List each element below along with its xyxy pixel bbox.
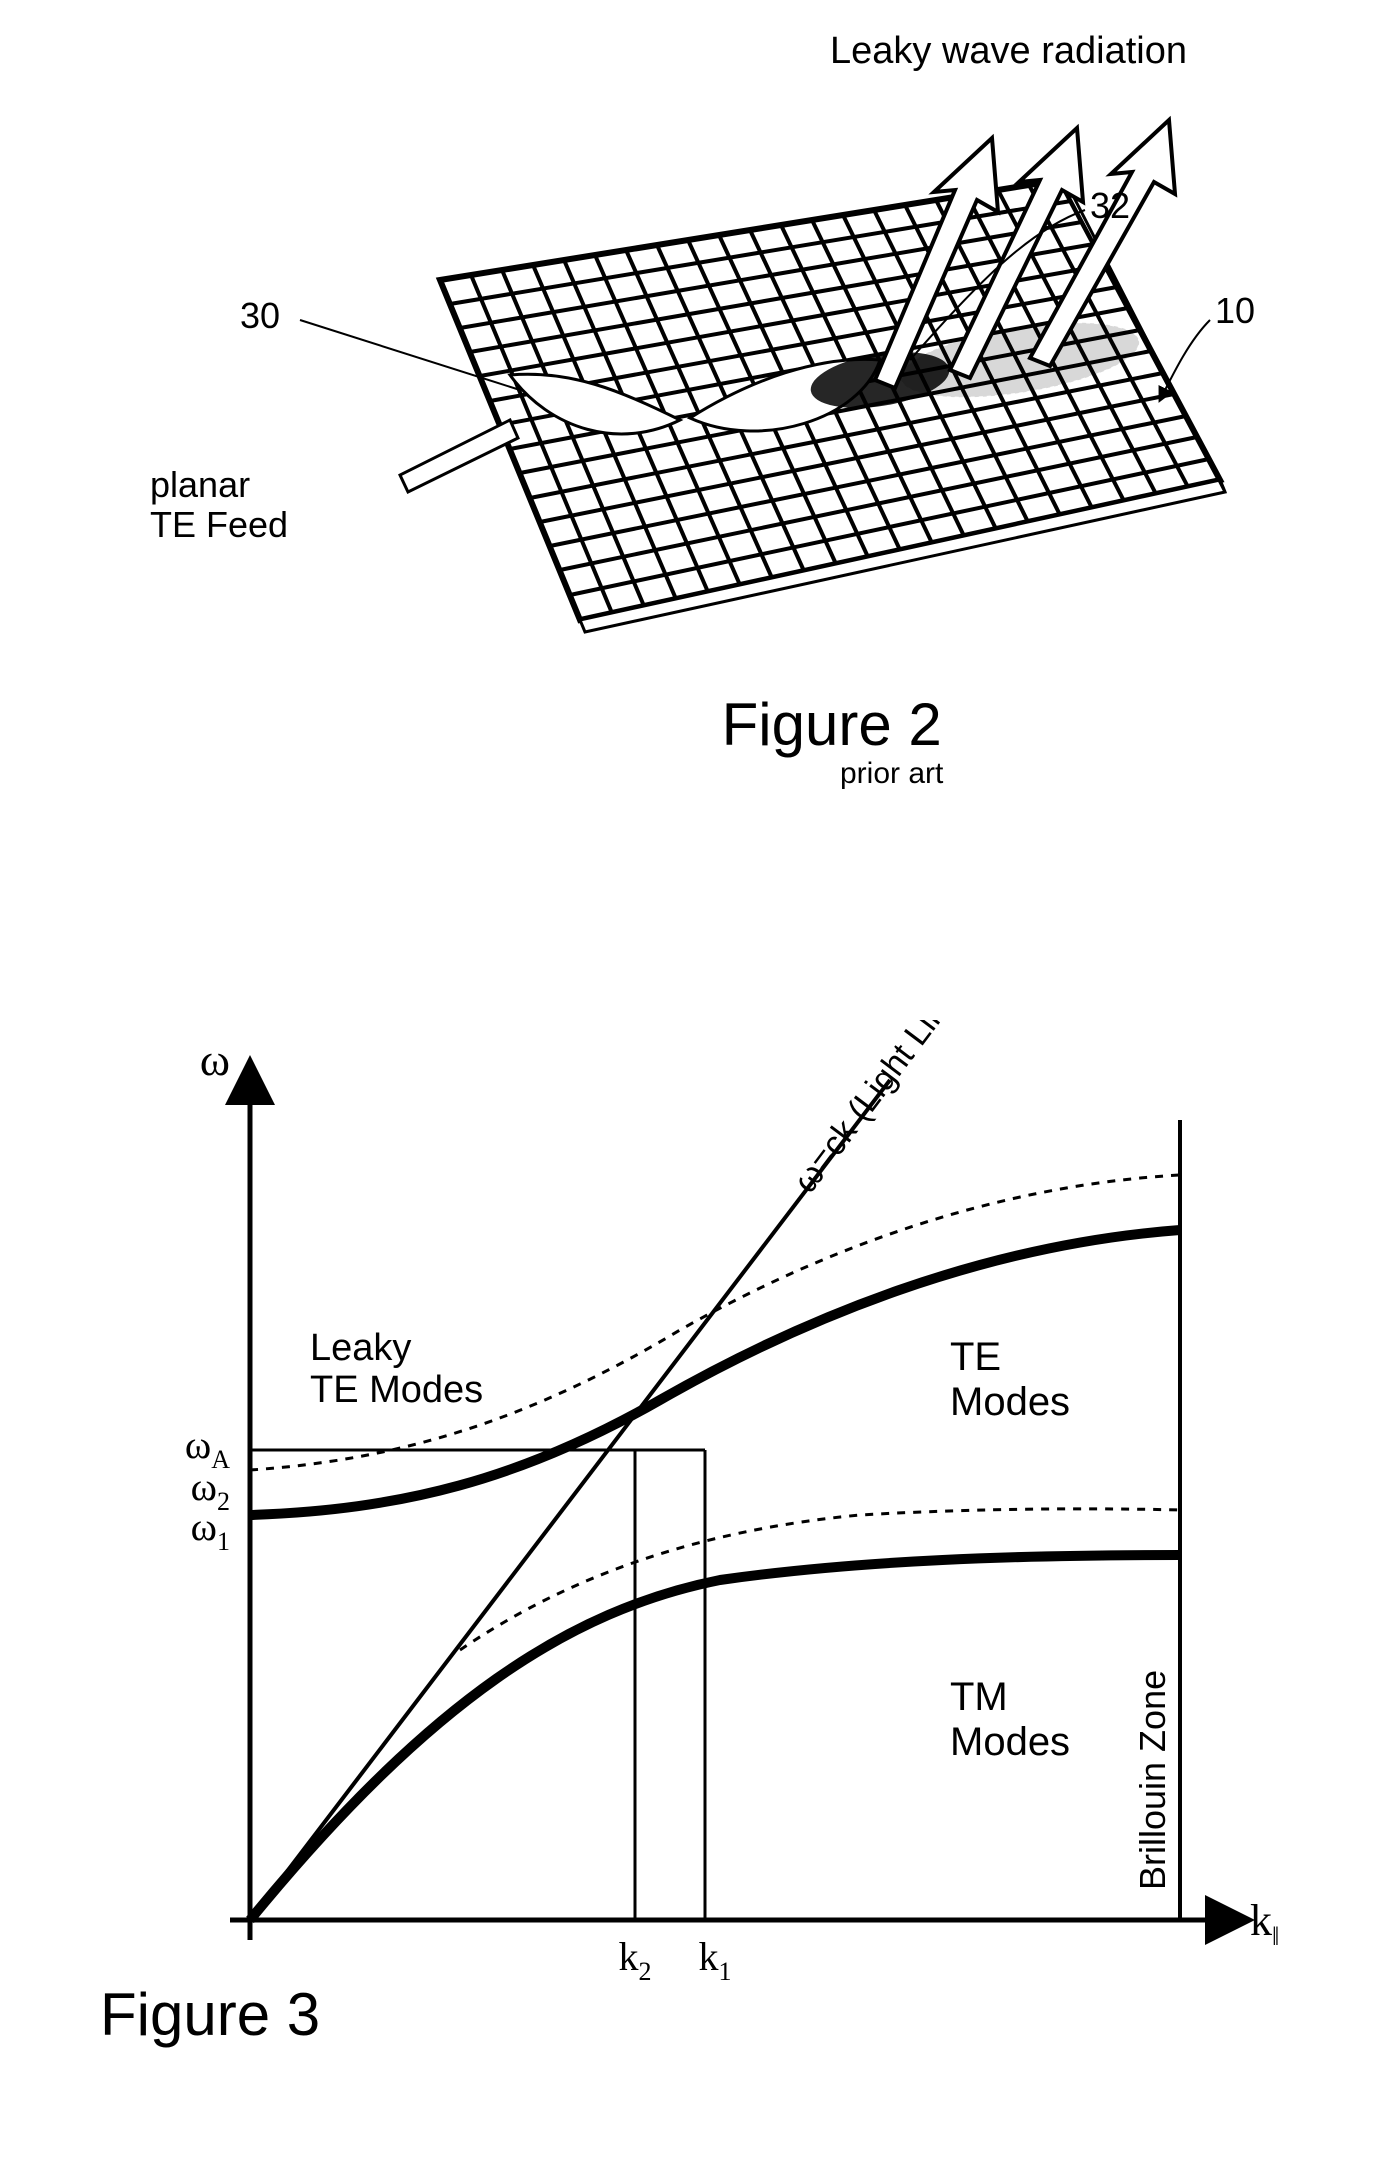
page: Leaky wave radiation [0,0,1389,2176]
label-planar-feed: planar TE Feed [150,465,288,544]
svg-text:Modes: Modes [950,1720,1070,1764]
figure-2-svg [0,0,1389,760]
figure-3-svg: ω ωA ω2 ω1 k2 k1 k‖ Leaky TE Modes TE Mo… [100,1020,1300,2020]
svg-text:k‖: k‖ [1250,1896,1279,1951]
label-ref32: 32 [1090,185,1130,227]
svg-text:k2: k2 [619,1934,652,1986]
figure-2-title-block: Figure 2 prior art [720,690,943,791]
svg-text:TE Modes: TE Modes [310,1369,483,1411]
figure-3: ω ωA ω2 ω1 k2 k1 k‖ Leaky TE Modes TE Mo… [100,1020,1300,2120]
svg-text:ω=ck (Light Line): ω=ck (Light Line) [786,1020,973,1200]
figure-2-subtitle: prior art [840,757,943,791]
svg-text:TM: TM [950,1675,1008,1719]
label-ref10: 10 [1215,290,1255,332]
figure-2: Leaky wave radiation [0,0,1389,900]
svg-text:ω: ω [200,1034,230,1085]
figure-3-title: Figure 3 [100,1980,320,2049]
label-ref30: 30 [240,295,280,337]
svg-text:TE: TE [950,1335,1001,1379]
svg-text:k1: k1 [699,1934,732,1986]
svg-text:Modes: Modes [950,1380,1070,1424]
svg-text:Brillouin Zone: Brillouin Zone [1132,1670,1173,1890]
figure-2-title: Figure 2 [720,690,943,759]
svg-text:Leaky: Leaky [310,1327,411,1369]
